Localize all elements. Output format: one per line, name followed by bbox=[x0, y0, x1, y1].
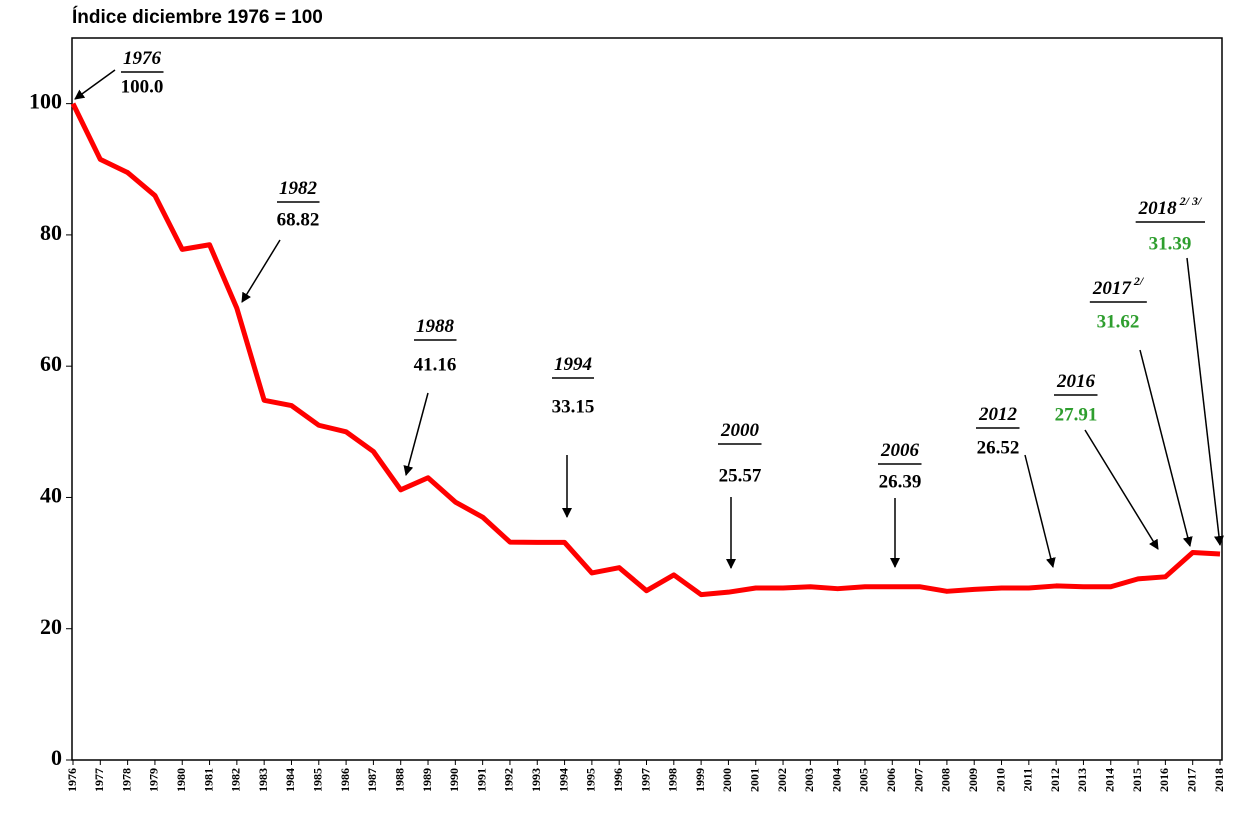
x-tick-label: 2014 bbox=[1103, 768, 1117, 792]
annotation-year-text: 2006 bbox=[880, 440, 920, 461]
annotation-year: 2000 bbox=[720, 420, 760, 441]
annotation-year-text: 2018 bbox=[1138, 198, 1178, 219]
annotation-arrow bbox=[74, 69, 116, 100]
annotation-year: 1976 bbox=[123, 48, 162, 69]
annotation-year-text: 1988 bbox=[416, 316, 455, 337]
x-tick-label: 1997 bbox=[638, 768, 652, 792]
x-tick-label: 1982 bbox=[229, 768, 243, 792]
x-tick-label: 2010 bbox=[993, 768, 1007, 792]
y-tick-label: 80 bbox=[40, 220, 62, 245]
x-tick-label: 1984 bbox=[283, 768, 297, 792]
x-tick-label: 2008 bbox=[939, 768, 953, 792]
annotation-arrow bbox=[241, 239, 281, 303]
y-tick-label: 40 bbox=[40, 483, 62, 508]
annotation-value: 33.15 bbox=[552, 396, 595, 417]
annotation-sup: 2/ 3/ bbox=[1179, 194, 1203, 208]
annotation-year: 1982 bbox=[279, 178, 318, 199]
annotation-arrow bbox=[403, 392, 429, 476]
x-tick-label: 1989 bbox=[420, 768, 434, 792]
chart-title: Índice diciembre 1976 = 100 bbox=[72, 6, 323, 28]
annotation-year: 2017 2/ bbox=[1092, 274, 1145, 300]
x-tick-label: 1987 bbox=[365, 768, 379, 792]
annotation-year: 1988 bbox=[416, 316, 455, 337]
annotation-year: 2012 bbox=[978, 404, 1018, 425]
x-tick-label: 2015 bbox=[1130, 768, 1144, 792]
annotation-value: 26.52 bbox=[977, 437, 1020, 458]
x-tick-label: 1978 bbox=[119, 768, 133, 792]
annotation-sup: 2/ bbox=[1133, 274, 1145, 288]
annotation-year-text: 1976 bbox=[123, 48, 162, 69]
annotation-value: 100.0 bbox=[121, 76, 164, 97]
x-tick-label: 1999 bbox=[693, 768, 707, 792]
y-tick-label: 20 bbox=[40, 614, 62, 639]
x-tick-label: 1991 bbox=[474, 768, 488, 792]
x-tick-label: 2016 bbox=[1157, 768, 1171, 792]
y-tick-label: 60 bbox=[40, 351, 62, 376]
data-line bbox=[70, 102, 1221, 598]
x-tick-label: 1980 bbox=[174, 768, 188, 792]
annotation-arrow bbox=[1084, 429, 1159, 550]
x-tick-label: 2004 bbox=[829, 768, 843, 792]
annotation-value: 31.62 bbox=[1097, 311, 1140, 332]
x-tick-label: 2001 bbox=[747, 768, 761, 792]
x-tick-label: 2000 bbox=[720, 768, 734, 792]
y-tick-label: 0 bbox=[51, 745, 62, 770]
x-tick-label: 1996 bbox=[611, 768, 625, 792]
x-tick-label: 2006 bbox=[884, 768, 898, 792]
annotation-value: 25.57 bbox=[719, 465, 762, 486]
annotation-year: 2006 bbox=[880, 440, 920, 461]
annotation-year-text: 2000 bbox=[720, 420, 760, 441]
x-tick-label: 2003 bbox=[802, 768, 816, 792]
annotation-year-text: 2016 bbox=[1056, 371, 1096, 392]
annotation-value: 27.91 bbox=[1055, 404, 1098, 425]
annotation-value: 31.39 bbox=[1149, 233, 1192, 254]
x-tick-label: 1992 bbox=[502, 768, 516, 792]
x-tick-label: 1990 bbox=[447, 768, 461, 792]
x-tick-label: 2018 bbox=[1212, 768, 1226, 792]
annotation-year-text: 2017 bbox=[1092, 278, 1133, 299]
x-tick-label: 1983 bbox=[256, 768, 270, 792]
x-tick-label: 2017 bbox=[1184, 768, 1198, 792]
annotation-year-text: 1994 bbox=[554, 354, 592, 375]
x-tick-label: 1981 bbox=[201, 768, 215, 792]
annotation-arrow bbox=[1139, 349, 1193, 547]
annotation-value: 41.16 bbox=[414, 354, 457, 375]
x-tick-label: 2007 bbox=[911, 768, 925, 792]
annotation-value: 26.39 bbox=[879, 471, 922, 492]
x-tick-label: 2012 bbox=[1048, 768, 1062, 792]
x-tick-label: 1994 bbox=[556, 768, 570, 792]
annotation-arrow bbox=[1024, 454, 1056, 568]
x-tick-label: 2009 bbox=[966, 768, 980, 792]
x-tick-label: 1993 bbox=[529, 768, 543, 792]
x-tick-label: 1977 bbox=[92, 768, 106, 792]
x-tick-label: 2005 bbox=[857, 768, 871, 792]
annotation-year-text: 2012 bbox=[978, 404, 1018, 425]
x-tick-label: 2011 bbox=[1021, 768, 1035, 791]
annotation-arrow bbox=[1186, 257, 1224, 546]
x-tick-label: 1998 bbox=[666, 768, 680, 792]
annotation-year: 2016 bbox=[1056, 371, 1096, 392]
x-tick-label: 2013 bbox=[1075, 768, 1089, 792]
x-tick-label: 1986 bbox=[338, 768, 352, 792]
x-tick-label: 1976 bbox=[65, 768, 79, 792]
x-tick-label: 1988 bbox=[392, 768, 406, 792]
annotation-year-text: 1982 bbox=[279, 178, 318, 199]
y-tick-label: 100 bbox=[29, 89, 62, 114]
x-tick-label: 2002 bbox=[775, 768, 789, 792]
annotation-value: 68.82 bbox=[277, 209, 320, 230]
x-tick-label: 1995 bbox=[584, 768, 598, 792]
x-tick-label: 1985 bbox=[311, 768, 325, 792]
annotation-year: 1994 bbox=[554, 354, 592, 375]
annotation-year: 2018 2/ 3/ bbox=[1138, 194, 1203, 220]
x-tick-label: 1979 bbox=[147, 768, 161, 792]
plot-frame bbox=[71, 37, 1223, 761]
